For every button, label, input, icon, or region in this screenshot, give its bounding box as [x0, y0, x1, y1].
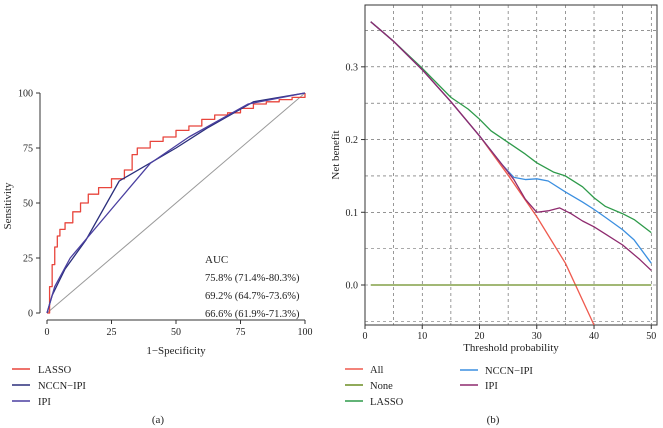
roc-line-lasso [47, 93, 306, 314]
roc-reference-line [46, 92, 306, 314]
roc-x-tick-label: 0 [45, 327, 50, 338]
roc-y-tick-label: 25 [23, 254, 33, 265]
dca-legend-label-nccn-ipi: NCCN−IPI [485, 366, 533, 377]
roc-x-tick-label: 25 [107, 327, 117, 338]
dca-x-tick-label: 50 [646, 331, 656, 342]
dca-legend-label-lasso: LASSO [370, 397, 404, 408]
dca-plot-frame [364, 4, 658, 326]
roc-auc-title: AUC [205, 254, 228, 266]
roc-x-tick-label: 75 [236, 327, 246, 338]
roc-y-tick-label: 75 [23, 144, 33, 155]
roc-y-axis-label: Sensitivity [2, 182, 14, 230]
roc-panel: 0 25 50 75 100 0 25 50 75 100 AUC 75.8% (71.4%-80… [2, 89, 313, 427]
dca-x-tick-label: 20 [475, 331, 485, 342]
roc-auc-value-nccn-ipi: 69.2% (64.7%-73.6%) [205, 291, 300, 302]
dca-y-tick-label: 0.1 [346, 208, 359, 219]
dca-legend-label-none: None [370, 381, 393, 392]
roc-axes: 0 25 50 75 100 0 25 50 75 100 [18, 89, 313, 339]
dca-y-tick-label: 0.2 [346, 135, 359, 146]
roc-panel-label: (a) [152, 414, 165, 426]
roc-legend-label-lasso: LASSO [38, 365, 72, 376]
dca-x-tick-label: 0 [363, 331, 368, 342]
dca-legend-label-all: All [370, 365, 384, 376]
dca-legend: All NCCN−IPI None IPI LASSO [345, 365, 533, 408]
dca-line-lasso [370, 21, 652, 234]
roc-auc-value-ipi: 66.6% (61.9%-71.3%) [205, 309, 300, 320]
roc-line-ipi [46, 92, 306, 314]
dca-axes: 0.0 0.1 0.2 0.3 0 10 20 30 40 50 [346, 4, 658, 342]
decision-curve-panel: 0.0 0.1 0.2 0.3 0 10 20 30 40 50 Threshold probab… [330, 4, 658, 426]
dca-legend-label-ipi: IPI [485, 381, 498, 392]
roc-x-tick-label: 50 [171, 327, 181, 338]
dca-line-nccn-ipi [370, 21, 652, 264]
roc-line-nccn-ipi [46, 92, 306, 314]
roc-y-tick-label: 50 [23, 199, 33, 210]
dca-line-ipi [370, 21, 652, 271]
dca-panel-label: (b) [487, 414, 500, 426]
dca-y-axis-label: Net benefit [330, 130, 342, 179]
dca-line-all [370, 21, 595, 325]
roc-x-tick-label: 100 [298, 327, 313, 338]
roc-y-tick-label: 100 [18, 89, 33, 100]
dca-x-tick-label: 30 [532, 331, 542, 342]
dca-y-tick-label: 0.3 [346, 62, 359, 73]
roc-auc-value-lasso: 75.8% (71.4%-80.3%) [205, 273, 300, 284]
dca-series [370, 21, 652, 325]
roc-legend-label-nccn-ipi: NCCN−IPI [38, 381, 86, 392]
roc-series [46, 92, 306, 314]
roc-legend-label-ipi: IPI [38, 397, 51, 408]
roc-legend: LASSO NCCN−IPI IPI [12, 365, 86, 408]
dca-x-tick-label: 10 [417, 331, 427, 342]
roc-x-axis-label: 1−Specificity [146, 345, 206, 357]
dca-y-tick-label: 0.0 [346, 281, 359, 292]
dca-x-tick-label: 40 [589, 331, 599, 342]
roc-y-tick-label: 0 [28, 309, 33, 320]
dca-x-axis-label: Threshold probability [463, 342, 559, 354]
